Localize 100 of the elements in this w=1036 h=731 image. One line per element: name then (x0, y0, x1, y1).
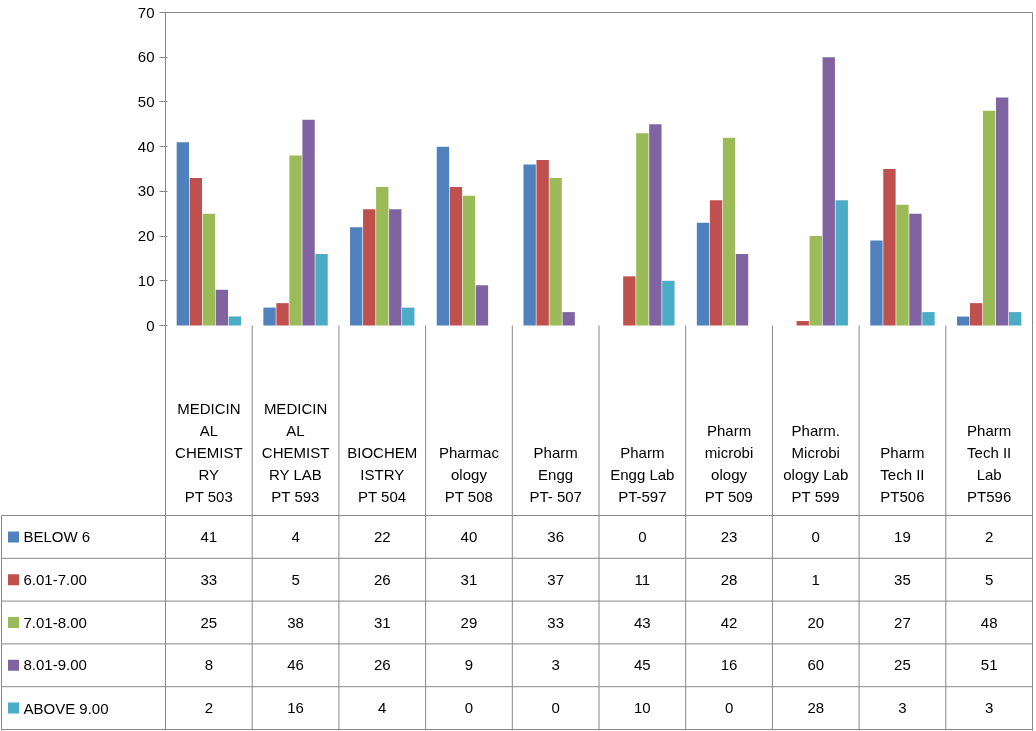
legend-label: 7.01-8.00 (23, 613, 87, 631)
bar (735, 253, 749, 326)
data-label: 25 (894, 656, 911, 674)
bar (835, 200, 848, 326)
bar (536, 160, 549, 326)
data-label: 42 (720, 613, 738, 631)
bar (475, 285, 489, 326)
data-label: 10 (634, 699, 651, 717)
bar (302, 119, 315, 326)
bar (402, 307, 415, 326)
x-tick-label: BIOCHEMISTRY PT 504 (347, 444, 418, 506)
data-label: 5 (291, 570, 300, 588)
bar (822, 57, 835, 326)
bar (315, 253, 328, 326)
legend-label: 6.01-7.00 (23, 570, 87, 588)
data-label: 16 (287, 699, 304, 717)
data-label: 31 (460, 570, 478, 588)
bar (909, 213, 922, 326)
data-label: 31 (373, 613, 391, 631)
bar (982, 110, 996, 326)
data-label: 1 (811, 570, 820, 588)
bar (709, 200, 723, 326)
bar (523, 164, 536, 326)
data-label: 20 (807, 613, 825, 631)
x-tick-label: Pharm microbiology PT 509 (704, 422, 754, 506)
data-label: 41 (200, 527, 218, 545)
data-label: 26 (373, 570, 391, 588)
legend-label: 8.01-9.00 (23, 656, 87, 674)
data-label: 3 (551, 656, 560, 674)
data-label: 16 (720, 656, 738, 674)
data-label: 22 (373, 527, 391, 545)
bar (922, 312, 935, 326)
data-label: 40 (460, 527, 478, 545)
data-label: 11 (634, 570, 651, 588)
bar (623, 276, 636, 326)
bar (462, 195, 476, 326)
data-label: 27 (894, 613, 911, 631)
bar (809, 236, 822, 326)
data-label: 19 (894, 527, 911, 545)
bar (215, 289, 229, 326)
data-label: 2 (984, 527, 994, 545)
bar (883, 169, 896, 326)
data-label: 25 (200, 613, 218, 631)
bar (376, 186, 389, 326)
y-tick-label: 70 (137, 3, 155, 21)
data-label: 0 (551, 699, 560, 717)
data-label: 0 (638, 527, 647, 545)
data-label: 35 (894, 570, 911, 588)
data-label: 4 (291, 527, 300, 545)
data-label: 51 (980, 656, 998, 674)
bar (549, 177, 562, 326)
y-tick-label: 40 (137, 137, 155, 155)
bar (228, 316, 242, 326)
bar (969, 303, 983, 326)
data-label: 60 (807, 656, 825, 674)
data-label: 46 (287, 656, 304, 674)
data-label: 0 (464, 699, 474, 717)
bar (363, 209, 376, 326)
x-tick-label: Pharm Engg PT- 507 (529, 444, 582, 506)
bar (276, 303, 289, 326)
data-label: 45 (634, 656, 651, 674)
data-label: 3 (984, 699, 994, 717)
x-tick-label: Pharmacology PT 508 (438, 444, 500, 506)
bar (956, 316, 970, 326)
data-label: 36 (547, 527, 564, 545)
data-label: 9 (464, 656, 474, 674)
bar (896, 204, 909, 326)
bar (696, 222, 710, 326)
x-tick-label: Pharm Tech II Lab PT596 (967, 422, 1012, 506)
x-tick-label: Pharm Tech II PT506 (880, 444, 925, 506)
data-label: 8 (204, 656, 214, 674)
data-label: 37 (547, 570, 564, 588)
bar (176, 142, 190, 326)
bar (562, 312, 575, 326)
bar (449, 186, 463, 326)
bar (649, 124, 662, 326)
data-label: 3 (898, 699, 907, 717)
data-label: 26 (373, 656, 391, 674)
x-tick-label: Pharm Engg Lab PT-597 (610, 444, 675, 506)
y-tick-label: 30 (137, 182, 155, 200)
data-label: 0 (811, 527, 820, 545)
data-label: 2 (204, 699, 214, 717)
bar (350, 227, 363, 326)
y-tick-label: 10 (137, 271, 155, 289)
x-tick-label: MEDICINAL CHEMISTRY LAB PT 593 (261, 400, 330, 506)
bar (636, 133, 649, 326)
data-label: 33 (547, 613, 564, 631)
data-label: 29 (460, 613, 478, 631)
bar (1008, 312, 1022, 326)
bar (870, 240, 883, 326)
y-tick-label: 0 (146, 316, 155, 334)
bar (289, 155, 302, 326)
data-label: 28 (720, 570, 738, 588)
bar (389, 209, 402, 326)
bar (263, 307, 276, 326)
bar (436, 146, 450, 326)
data-label: 38 (287, 613, 304, 631)
bar (796, 321, 809, 326)
data-label: 43 (634, 613, 651, 631)
data-label: 23 (720, 527, 738, 545)
